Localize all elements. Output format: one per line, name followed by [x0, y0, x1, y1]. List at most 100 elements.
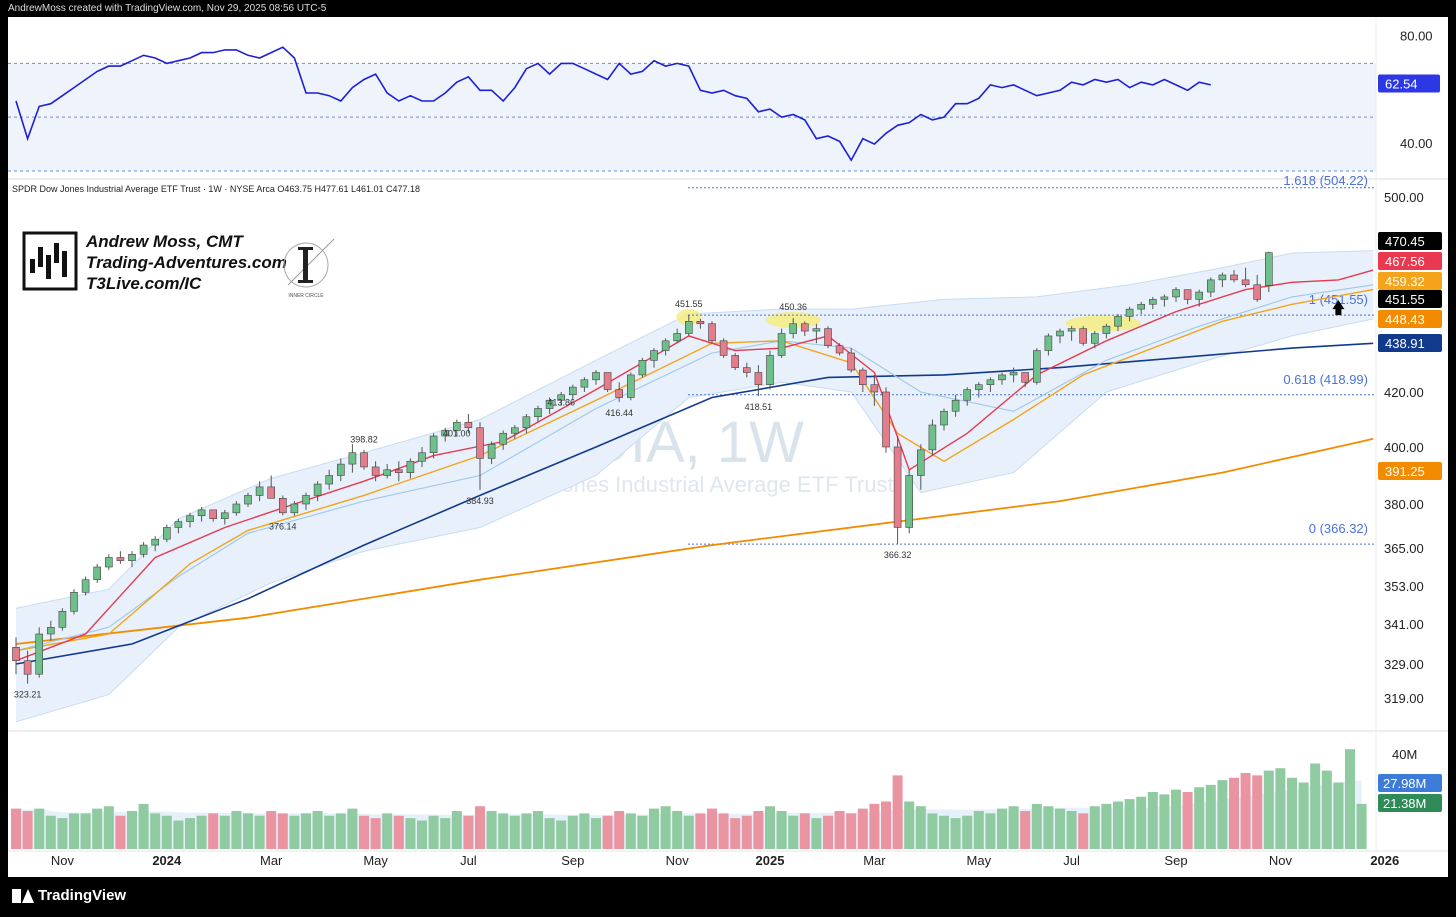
candle[interactable]: [1137, 301, 1145, 314]
candle[interactable]: [800, 321, 809, 336]
candle[interactable]: [452, 419, 461, 437]
candle[interactable]: [93, 563, 101, 583]
candle[interactable]: [232, 501, 241, 516]
candle[interactable]: [255, 481, 264, 502]
candle[interactable]: [105, 554, 113, 571]
tradingview-logo[interactable]: TradingView: [12, 887, 126, 904]
candle[interactable]: [1102, 323, 1111, 339]
candle[interactable]: [742, 362, 751, 378]
candle[interactable]: [429, 433, 438, 459]
candle[interactable]: [1183, 289, 1192, 305]
candle[interactable]: [870, 374, 879, 406]
candle[interactable]: [928, 419, 937, 456]
candle[interactable]: [128, 551, 136, 567]
candle[interactable]: [789, 317, 798, 339]
candle[interactable]: [974, 382, 983, 398]
chart-svg[interactable]: 80.00 40.00 62.54 SPDR Dow Jones Industrial…: [8, 17, 1448, 877]
candle[interactable]: [534, 405, 542, 423]
candle[interactable]: [1021, 372, 1030, 388]
candle[interactable]: [371, 461, 380, 482]
candle[interactable]: [650, 348, 658, 368]
candle[interactable]: [174, 518, 183, 534]
candle[interactable]: [394, 461, 403, 482]
ema21-line[interactable]: [15, 288, 1374, 652]
candle[interactable]: [418, 447, 426, 467]
candle[interactable]: [603, 372, 612, 393]
candle[interactable]: [510, 425, 519, 439]
candle[interactable]: [905, 469, 914, 534]
candle[interactable]: [673, 328, 682, 344]
candle[interactable]: [383, 464, 392, 479]
candle[interactable]: [951, 394, 960, 417]
candle[interactable]: [812, 323, 821, 344]
candle[interactable]: [1195, 289, 1203, 307]
candle[interactable]: [163, 524, 171, 543]
candle[interactable]: [615, 382, 624, 402]
candle[interactable]: [476, 422, 484, 490]
candle[interactable]: [441, 427, 450, 442]
candle[interactable]: [638, 357, 647, 378]
candle[interactable]: [1067, 326, 1076, 341]
candle[interactable]: [221, 509, 229, 525]
sma50-line[interactable]: [15, 342, 1374, 665]
candle[interactable]: [731, 353, 740, 371]
candle[interactable]: [1253, 275, 1261, 302]
candle[interactable]: [267, 475, 276, 499]
candle[interactable]: [1091, 331, 1099, 349]
candle[interactable]: [1079, 326, 1087, 346]
candle[interactable]: [940, 408, 948, 431]
candle[interactable]: [336, 458, 345, 482]
candle[interactable]: [151, 536, 159, 552]
candle[interactable]: [580, 377, 589, 392]
candle[interactable]: [545, 397, 554, 415]
candle[interactable]: [708, 321, 716, 344]
candle[interactable]: [1160, 294, 1169, 307]
candle[interactable]: [139, 542, 148, 558]
candle[interactable]: [360, 449, 368, 470]
candle[interactable]: [557, 392, 566, 406]
candle[interactable]: [290, 501, 299, 516]
candle[interactable]: [464, 414, 473, 434]
candle[interactable]: [568, 384, 577, 401]
candle[interactable]: [1241, 267, 1250, 288]
candle[interactable]: [858, 367, 867, 392]
candle[interactable]: [847, 348, 856, 373]
candle[interactable]: [35, 627, 44, 678]
candle[interactable]: [197, 506, 206, 522]
candle[interactable]: [766, 350, 774, 390]
candle[interactable]: [1033, 348, 1041, 385]
candle[interactable]: [1044, 333, 1053, 356]
candle[interactable]: [278, 495, 287, 516]
candle[interactable]: [1230, 270, 1238, 283]
candle[interactable]: [882, 387, 890, 453]
candle[interactable]: [12, 637, 20, 675]
rsi-line[interactable]: [15, 46, 1211, 162]
candle[interactable]: [1149, 296, 1157, 310]
candle[interactable]: [1172, 287, 1180, 302]
candle[interactable]: [835, 343, 844, 356]
candle[interactable]: [916, 444, 925, 490]
candle[interactable]: [487, 441, 496, 465]
candle[interactable]: [626, 372, 635, 401]
candle[interactable]: [46, 620, 55, 641]
candle[interactable]: [186, 512, 194, 528]
candle[interactable]: [58, 608, 67, 631]
candle[interactable]: [302, 492, 310, 510]
candle[interactable]: [1114, 314, 1122, 332]
candle[interactable]: [963, 387, 972, 406]
candle[interactable]: [661, 338, 670, 356]
candle[interactable]: [348, 444, 357, 473]
candle[interactable]: [1125, 306, 1134, 322]
candle[interactable]: [684, 315, 693, 336]
candle[interactable]: [998, 372, 1006, 385]
candle[interactable]: [592, 370, 600, 385]
candle[interactable]: [1265, 251, 1273, 293]
candle[interactable]: [116, 551, 125, 564]
candle[interactable]: [1218, 272, 1227, 288]
candle[interactable]: [824, 326, 832, 349]
candle[interactable]: [70, 589, 78, 615]
candle[interactable]: [696, 318, 705, 329]
candle[interactable]: [1207, 277, 1215, 297]
candle[interactable]: [777, 328, 786, 358]
candle[interactable]: [719, 338, 728, 358]
